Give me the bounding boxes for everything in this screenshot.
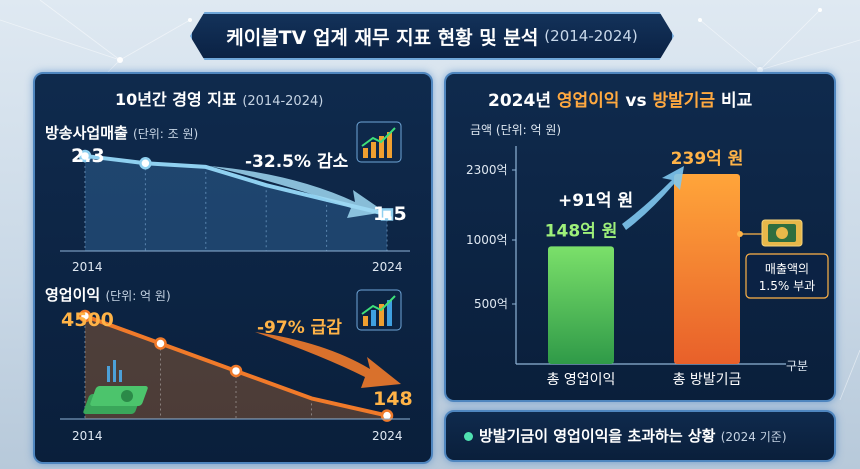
profit-area <box>85 316 387 419</box>
left-panel-title: 10년간 경영 지표 (2014-2024) <box>115 90 324 109</box>
profit-point-0 <box>78 309 92 323</box>
revenue-x-start: 2014 <box>72 260 103 274</box>
ytick-500: 500억 <box>474 297 508 311</box>
revenue-line-chart: -32.5% 감소 2.3 1.5 2014 2024 <box>60 121 410 274</box>
ytick-1000: 1000억 <box>466 233 508 247</box>
revenue-annotation: -32.5% 감소 <box>245 152 349 172</box>
profit-line-chart: -97% 급감 4500 148 2014 2024 <box>60 289 413 443</box>
profit-x-end: 2024 <box>372 429 403 443</box>
revenue-area <box>85 155 387 251</box>
revenue-decline-arrow <box>210 166 385 218</box>
right-panel-title: 2024년 영업이익 vs 방발기금 비교 <box>488 91 753 111</box>
profit-section-label: 영업이익 (단위: 억 원) <box>45 286 171 304</box>
revenue-point-5 <box>380 208 394 221</box>
summary-text: 방발기금이 영업이익을 초과하는 상황 (2024 기준) <box>464 425 787 446</box>
revenue-point-0 <box>78 149 92 163</box>
revenue-start-label: 2.3 <box>71 145 105 167</box>
page-title-period: (2014-2024) <box>544 27 638 45</box>
bar-chart: 금액 (단위: 억 원) 2300억 1000억 500억 148억 원 239… <box>466 123 829 388</box>
growth-chart-icon <box>356 121 402 163</box>
profit-point-4 <box>380 409 394 422</box>
page-title: 케이블TV 업계 재무 지표 현황 및 분석 <box>226 26 539 49</box>
revenue-point-1 <box>139 157 152 170</box>
profit-decline-arrow <box>255 332 401 388</box>
bar-chart-ylabel: 금액 (단위: 억 원) <box>470 123 561 137</box>
profit-point-1 <box>154 337 167 350</box>
ytick-2300: 2300억 <box>466 163 508 177</box>
money-stack-icon <box>83 360 148 414</box>
revenue-x-end: 2024 <box>372 260 403 274</box>
callout-line-2: 1.5% 부과 <box>759 279 815 293</box>
bar-broadcast-fund-value: 239억 원 <box>671 149 744 169</box>
category-broadcast-fund: 총 방발기금 <box>673 372 742 388</box>
bar-chart-xlabel: 구분 <box>786 359 808 373</box>
bar-operating-profit <box>548 246 614 364</box>
increase-arrow <box>622 166 684 230</box>
bullet-dot <box>464 432 473 441</box>
summary-panel: 방발기금이 영업이익을 초과하는 상황 (2024 기준) <box>444 410 836 462</box>
diff-label: +91억 원 <box>558 191 633 211</box>
callout-box <box>745 253 829 299</box>
profit-end-label: 148 <box>373 388 413 410</box>
profit-x-start: 2014 <box>72 429 103 443</box>
callout-line-1: 매출액의 <box>765 262 809 276</box>
revenue-section-label: 방송사업매출 (단위: 조 원) <box>45 124 199 142</box>
category-operating-profit: 총 영업이익 <box>547 372 616 388</box>
bar-operating-profit-value: 148억 원 <box>545 221 618 241</box>
revenue-end-label: 1.5 <box>373 203 407 225</box>
bar-broadcast-fund <box>674 174 740 364</box>
page-title-banner: 케이블TV 업계 재무 지표 현황 및 분석 (2014-2024) <box>190 12 674 60</box>
growth-chart-icon <box>356 289 402 331</box>
profit-annotation: -97% 급감 <box>257 318 342 338</box>
profit-point-2 <box>229 364 243 378</box>
profit-start-label: 4500 <box>61 309 114 331</box>
left-panel: 10년간 경영 지표 (2014-2024) 방송사업매출 (단위: 조 원) … <box>33 72 433 464</box>
money-bill-icon <box>761 219 803 247</box>
right-panel: 2024년 영업이익 vs 방발기금 비교 금액 (단위: 억 원) 2300억… <box>444 72 836 402</box>
